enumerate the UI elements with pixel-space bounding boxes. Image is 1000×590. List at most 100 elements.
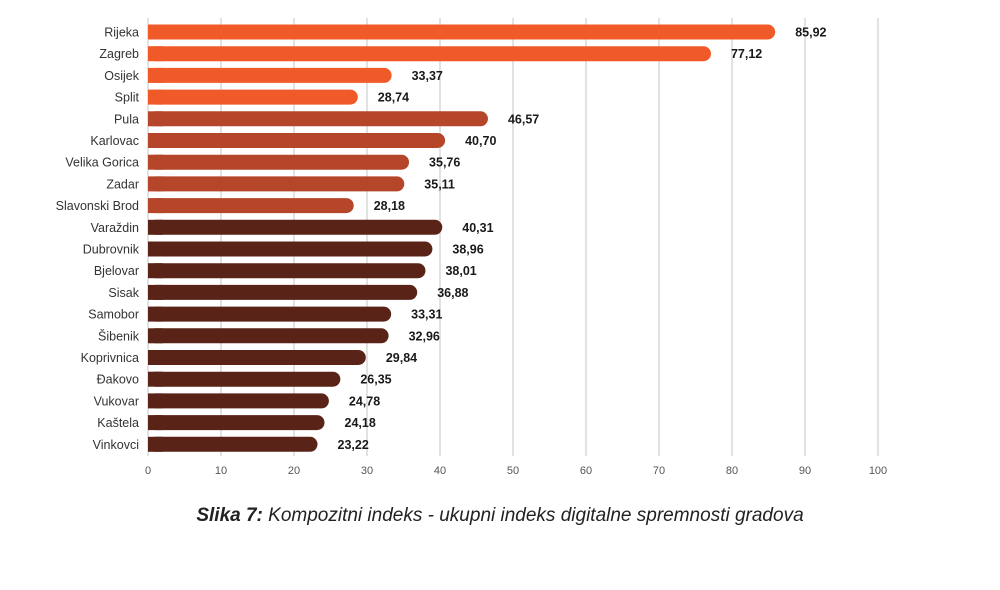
bar — [148, 415, 325, 431]
category-label: Samobor — [88, 308, 139, 322]
bar — [148, 263, 426, 279]
category-label: Bjelovar — [94, 264, 139, 278]
value-label: 85,92 — [795, 26, 826, 40]
category-label: Slavonski Brod — [56, 199, 139, 213]
value-label: 46,57 — [508, 112, 539, 126]
x-tick-label: 100 — [869, 465, 887, 477]
x-tick-label: 10 — [215, 465, 227, 477]
figure-caption: Slika 7: Kompozitni indeks - ukupni inde… — [0, 505, 1000, 527]
bar-base — [148, 350, 163, 365]
bar — [148, 198, 354, 214]
category-label: Split — [115, 91, 140, 105]
bar — [148, 24, 776, 40]
category-label: Sisak — [108, 286, 139, 300]
bar-base — [148, 371, 163, 387]
category-label: Zagreb — [99, 47, 139, 61]
value-label: 35,11 — [424, 177, 455, 191]
caption-text: Kompozitni indeks - ukupni indeks digita… — [262, 505, 804, 526]
value-label: 28,74 — [378, 91, 409, 105]
value-label: 33,31 — [411, 308, 442, 322]
value-label: 38,96 — [452, 243, 483, 257]
value-label: 29,84 — [386, 351, 417, 365]
caption-label: Slika 7: — [196, 505, 263, 526]
grid-lines — [147, 18, 879, 456]
x-tick-label: 90 — [799, 465, 811, 477]
bar — [148, 133, 446, 148]
category-label: Dubrovnik — [83, 243, 140, 257]
bar — [148, 219, 443, 235]
category-label: Varaždin — [91, 221, 139, 235]
bar-base — [148, 241, 163, 257]
bar-base — [148, 176, 163, 192]
bar — [148, 111, 488, 127]
x-axis-ticks: 0 10 20 30 40 50 60 70 80 90 100 — [145, 465, 887, 477]
bar-base — [148, 284, 163, 300]
value-label: 24,78 — [349, 394, 380, 408]
bar-base — [148, 154, 163, 170]
bar — [148, 436, 318, 452]
value-label: 40,70 — [465, 134, 496, 148]
x-tick-label: 80 — [726, 465, 738, 477]
value-label: 23,22 — [338, 438, 369, 452]
bar-base — [148, 393, 163, 409]
x-tick-label: 20 — [288, 465, 300, 477]
bar-base — [148, 46, 163, 62]
value-label: 32,96 — [409, 329, 440, 343]
category-label: Kaštela — [97, 416, 139, 430]
x-tick-label: 40 — [434, 465, 446, 477]
x-tick-label: 0 — [145, 465, 151, 477]
bar — [148, 241, 433, 257]
category-label: Zadar — [106, 177, 139, 191]
category-label: Karlovac — [90, 134, 139, 148]
category-label: Vinkovci — [93, 438, 139, 452]
bar — [148, 306, 392, 322]
bar-base — [148, 24, 163, 40]
bar-base — [148, 67, 163, 83]
bar-base — [148, 89, 163, 105]
bar-base — [148, 263, 163, 279]
value-label: 36,88 — [437, 286, 468, 300]
bar — [148, 371, 341, 387]
bar-base — [148, 133, 163, 148]
x-tick-label: 30 — [361, 465, 373, 477]
bar — [148, 328, 389, 344]
value-label: 26,35 — [360, 373, 391, 387]
bar — [148, 89, 358, 105]
x-tick-label: 60 — [580, 465, 592, 477]
bar-chart: Rijeka Zagreb Osijek Split Pula Karlovac Velik… — [56, 18, 887, 477]
value-label: 40,31 — [462, 221, 493, 235]
bar-base — [148, 219, 163, 235]
value-label: 24,18 — [345, 416, 376, 430]
value-label: 35,76 — [429, 156, 460, 170]
bar — [148, 46, 711, 62]
category-label: Vukovar — [94, 394, 139, 408]
x-tick-label: 50 — [507, 465, 519, 477]
category-label: Osijek — [104, 69, 139, 83]
bar — [148, 284, 418, 300]
bar — [148, 67, 392, 83]
bar-base — [148, 415, 163, 431]
category-labels: Rijeka Zagreb Osijek Split Pula Karlovac Velik… — [56, 26, 140, 452]
bar-base — [148, 306, 163, 322]
x-tick-label: 70 — [653, 465, 665, 477]
bar — [148, 350, 366, 365]
category-label: Đakovo — [97, 373, 139, 387]
bars — [148, 24, 776, 452]
bar — [148, 176, 405, 192]
category-label: Pula — [114, 112, 139, 126]
bar-base — [148, 111, 163, 127]
category-label: Rijeka — [104, 26, 139, 40]
value-label: 77,12 — [731, 47, 762, 61]
bar — [148, 154, 410, 170]
category-label: Šibenik — [98, 328, 140, 343]
bar-base — [148, 436, 163, 452]
bar-base — [148, 328, 163, 344]
value-label: 38,01 — [445, 264, 476, 278]
value-label: 28,18 — [374, 199, 405, 213]
category-label: Velika Gorica — [65, 156, 139, 170]
bar — [148, 393, 329, 409]
bar-base — [148, 198, 163, 214]
category-label: Koprivnica — [81, 351, 139, 365]
value-label: 33,37 — [412, 69, 443, 83]
